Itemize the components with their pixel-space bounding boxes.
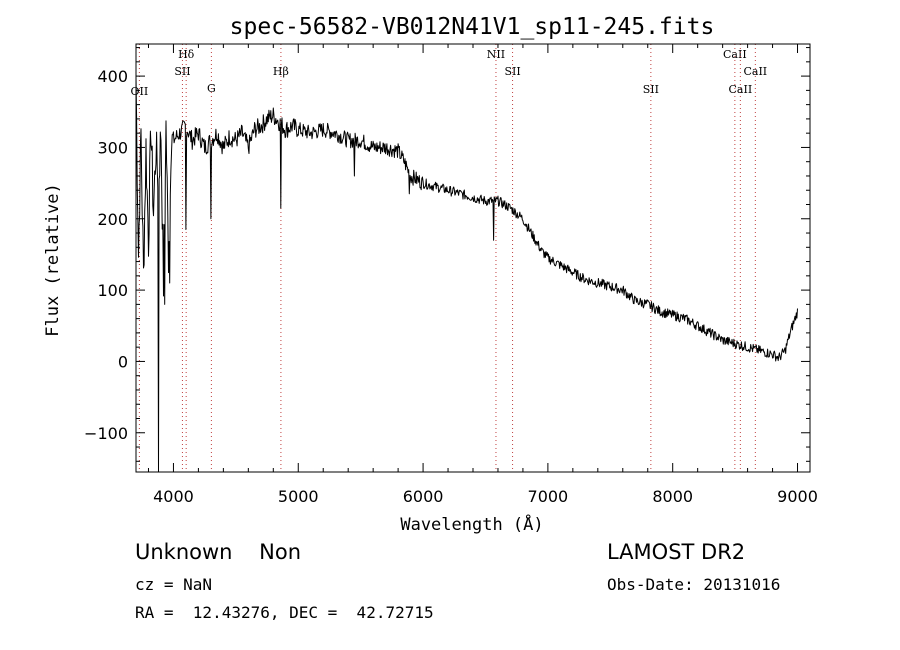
line-marker-label-4: Hβ — [273, 65, 289, 78]
x-tick-label: 5000 — [278, 487, 319, 506]
line-marker-label-3: G — [207, 82, 216, 95]
y-tick-label: 200 — [97, 210, 128, 229]
x-axis-label: Wavelength (Å) — [400, 513, 543, 535]
spectrum-series — [135, 76, 798, 473]
line-marker-label-8: CaII — [723, 48, 747, 61]
x-tick-label: 4000 — [153, 487, 194, 506]
redshift-cz: cz = NaN — [135, 575, 213, 594]
y-tick-label: 0 — [118, 352, 128, 371]
survey-name: LAMOST DR2 — [607, 540, 746, 564]
line-marker-label-0: OII — [131, 85, 149, 98]
x-axis: 4000 5000 6000 7000 8000 9000 — [147, 44, 818, 506]
x-tick-label: 6000 — [403, 487, 444, 506]
y-tick-label: −100 — [84, 424, 128, 443]
object-class: Unknown Non — [135, 540, 302, 564]
y-tick-label: 100 — [97, 281, 128, 300]
x-tick-label: 7000 — [528, 487, 569, 506]
y-axis-label: Flux (relative) — [43, 183, 63, 337]
line-marker-label-2: SII — [174, 65, 190, 78]
line-marker-label-9: CaII — [743, 65, 767, 78]
plot-frame — [135, 43, 811, 473]
line-marker-label-5: NII — [487, 48, 505, 61]
x-tick-label: 9000 — [777, 487, 818, 506]
y-tick-label: 300 — [97, 138, 128, 157]
spectrum-line — [135, 76, 798, 473]
y-tick-label: 400 — [97, 67, 128, 86]
observation-date: Obs-Date: 20131016 — [607, 575, 781, 594]
x-tick-label: 8000 — [652, 487, 693, 506]
line-marker-label-6: SII — [504, 65, 520, 78]
line-marker-label-7: SII — [643, 83, 659, 96]
line-marker-label-10: CaII — [729, 83, 753, 96]
chart-title: spec-56582-VB012N41V1_sp11-245.fits — [230, 14, 715, 40]
sky-coordinates: RA = 12.43276, DEC = 42.72715 — [135, 603, 434, 622]
line-marker-label-1: Hδ — [178, 48, 195, 61]
y-axis: −100 0 100 200 300 400 — [84, 47, 810, 462]
spectral-line-markers: OII Hδ SII G Hβ NII SII SII CaII CaII CaII — [131, 44, 767, 472]
